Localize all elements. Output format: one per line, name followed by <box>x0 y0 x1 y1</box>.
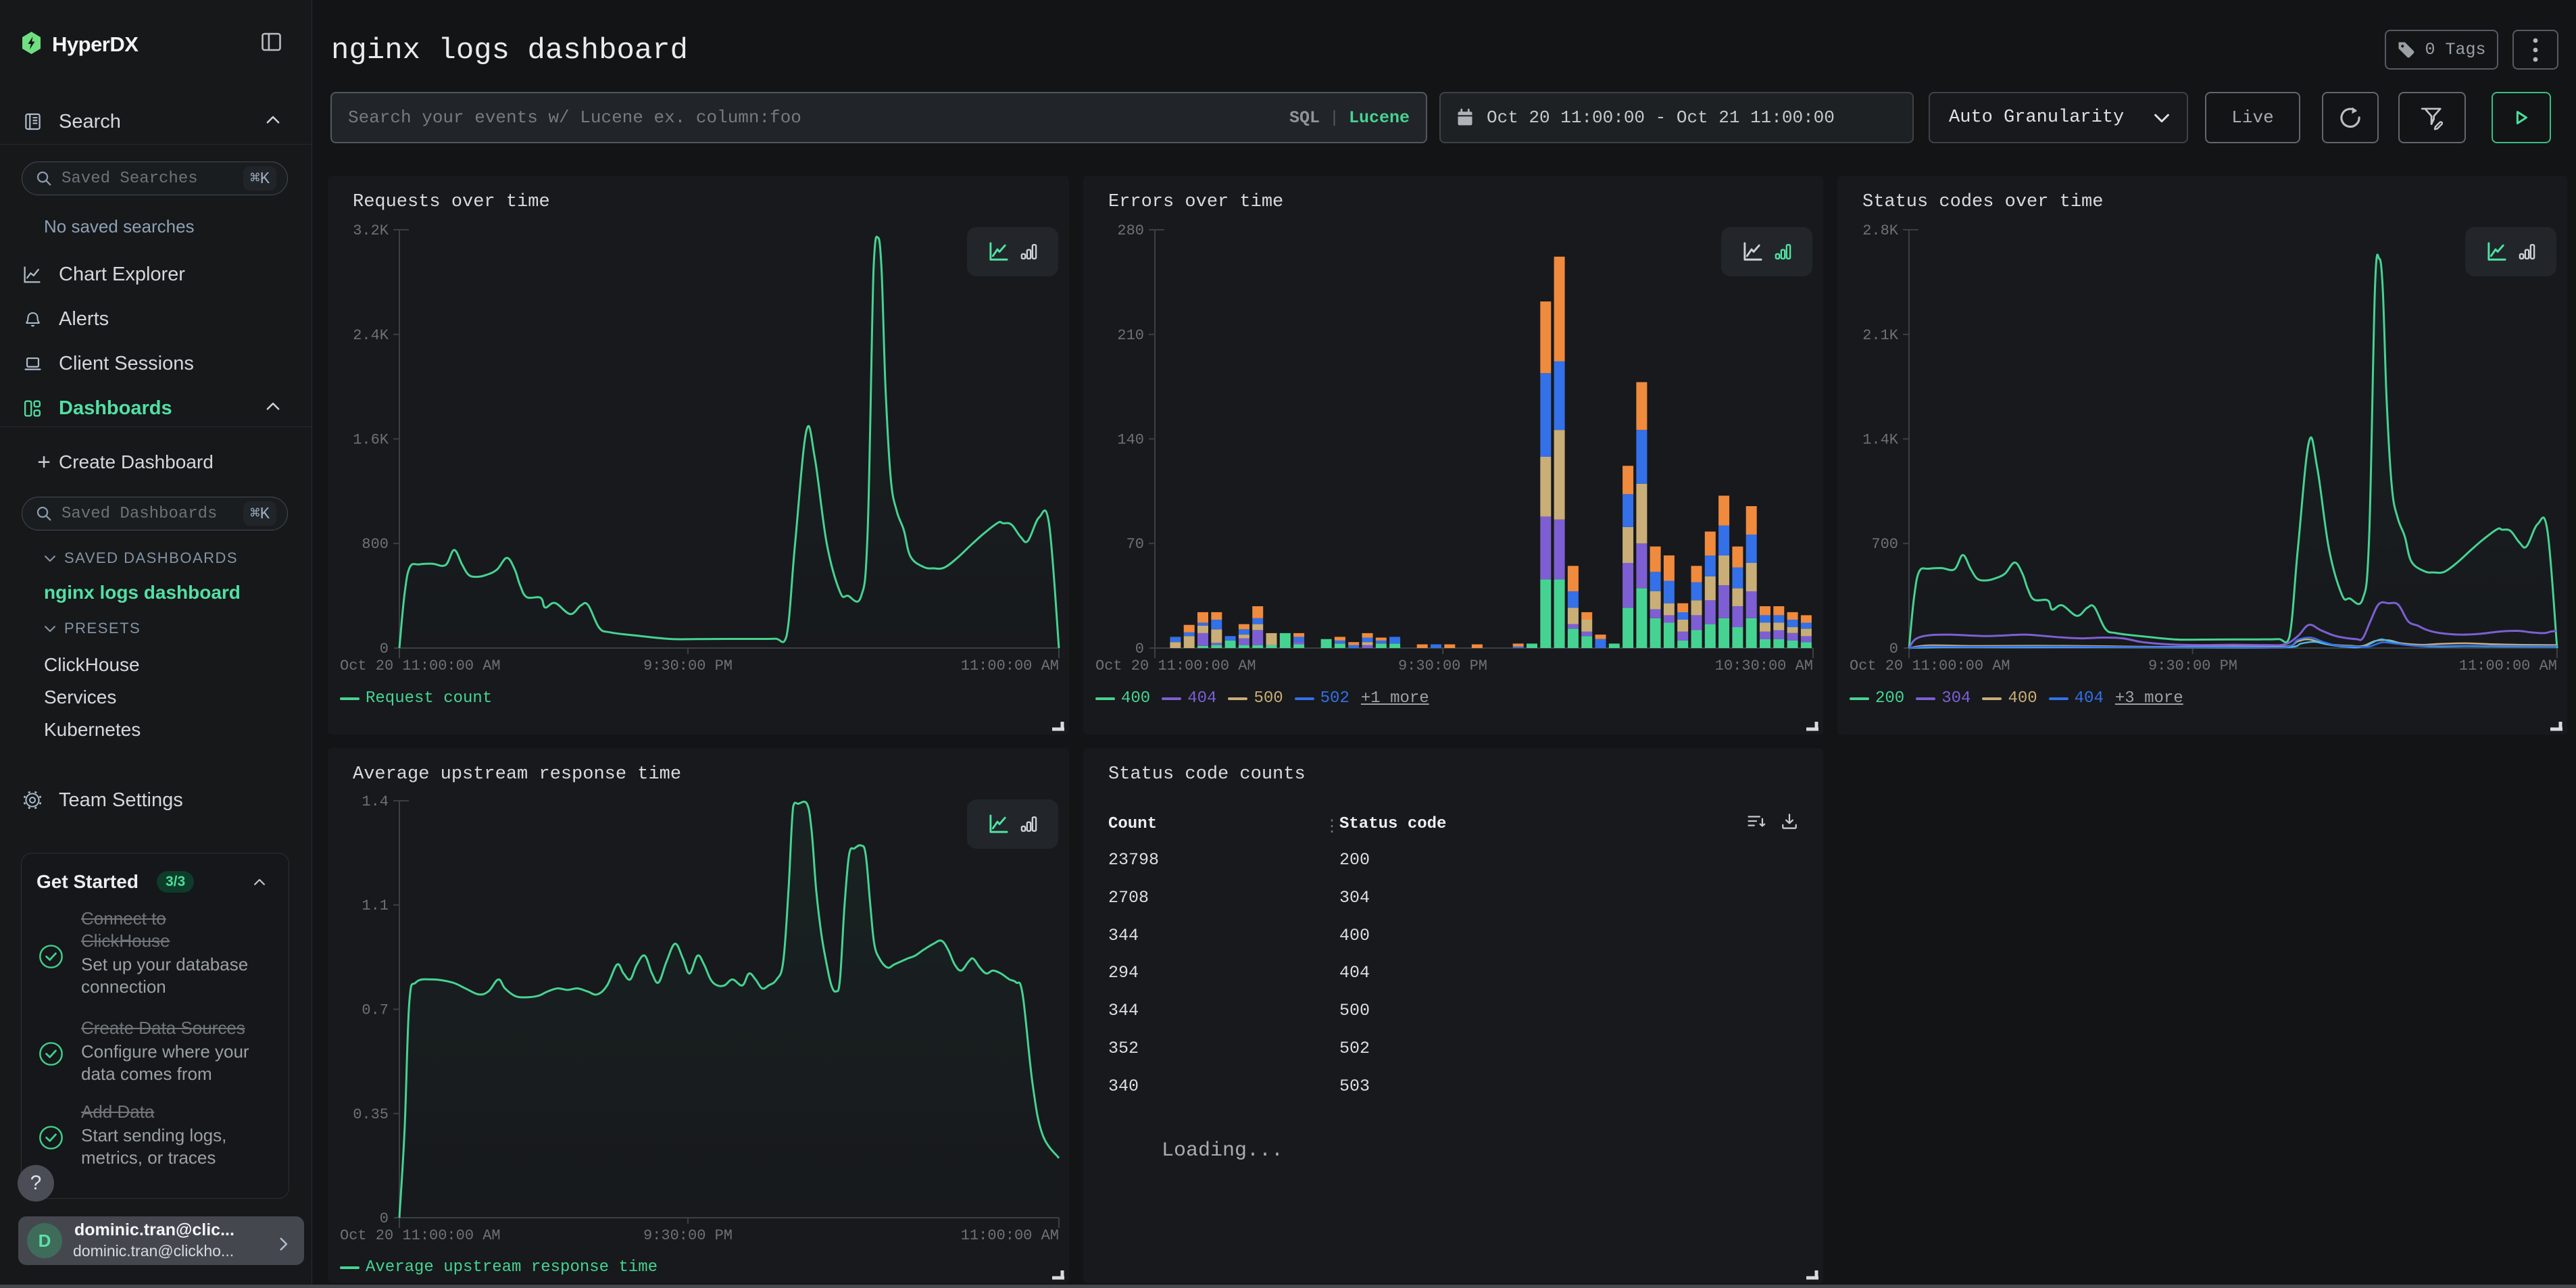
svg-text:11:00:00 AM: 11:00:00 AM <box>2459 658 2557 674</box>
svg-text:0.7: 0.7 <box>362 1002 389 1019</box>
svg-text:1.1: 1.1 <box>362 897 389 914</box>
svg-text:2.4K: 2.4K <box>353 327 389 344</box>
svg-text:800: 800 <box>362 536 389 553</box>
svg-text:700: 700 <box>1871 536 1898 553</box>
svg-text:0: 0 <box>1889 641 1898 658</box>
svg-text:Oct 20 11:00:00 AM: Oct 20 11:00:00 AM <box>340 1227 501 1244</box>
svg-text:210: 210 <box>1117 327 1144 344</box>
svg-text:0: 0 <box>380 1210 389 1227</box>
svg-text:70: 70 <box>1126 536 1144 553</box>
svg-text:10:30:00 AM: 10:30:00 AM <box>1715 658 1813 674</box>
svg-text:Oct 20 11:00:00 AM: Oct 20 11:00:00 AM <box>1095 658 1256 674</box>
svg-text:280: 280 <box>1117 222 1144 239</box>
svg-text:Oct 20 11:00:00 AM: Oct 20 11:00:00 AM <box>340 658 501 674</box>
svg-text:0: 0 <box>1135 641 1144 658</box>
svg-text:11:00:00 AM: 11:00:00 AM <box>961 1227 1059 1244</box>
svg-text:9:30:00 PM: 9:30:00 PM <box>2148 658 2237 674</box>
svg-text:1.6K: 1.6K <box>353 432 389 449</box>
svg-text:1.4K: 1.4K <box>1862 432 1899 449</box>
svg-text:2.8K: 2.8K <box>1862 222 1899 239</box>
svg-text:9:30:00 PM: 9:30:00 PM <box>1398 658 1487 674</box>
svg-text:0.35: 0.35 <box>353 1106 389 1123</box>
svg-text:11:00:00 AM: 11:00:00 AM <box>961 658 1059 674</box>
svg-text:9:30:00 PM: 9:30:00 PM <box>643 1227 733 1244</box>
svg-text:2.1K: 2.1K <box>1862 327 1899 344</box>
svg-text:1.4: 1.4 <box>362 793 389 810</box>
svg-text:9:30:00 PM: 9:30:00 PM <box>643 658 733 674</box>
svg-text:Oct 20 11:00:00 AM: Oct 20 11:00:00 AM <box>1850 658 2010 674</box>
svg-text:0: 0 <box>380 641 389 658</box>
svg-text:140: 140 <box>1117 432 1144 449</box>
svg-text:3.2K: 3.2K <box>353 222 389 239</box>
